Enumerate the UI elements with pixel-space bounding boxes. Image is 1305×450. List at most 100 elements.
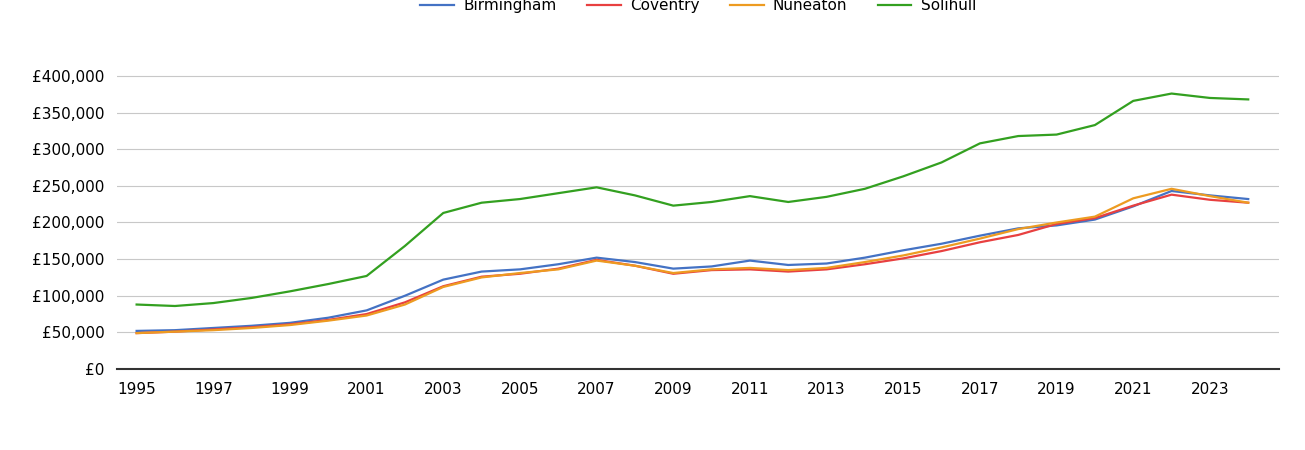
Nuneaton	[743, 265, 758, 270]
Line: Coventry: Coventry	[137, 195, 1249, 333]
Birmingham	[129, 328, 145, 333]
Nuneaton	[167, 329, 183, 334]
Coventry	[512, 271, 527, 276]
Birmingham	[1125, 204, 1141, 209]
Nuneaton	[282, 322, 298, 328]
Coventry	[167, 329, 183, 334]
Birmingham	[934, 241, 950, 247]
Nuneaton	[129, 330, 145, 336]
Nuneaton	[972, 236, 988, 241]
Nuneaton	[1125, 196, 1141, 201]
Birmingham	[282, 320, 298, 325]
Solihull	[1010, 133, 1026, 139]
Solihull	[1241, 97, 1257, 102]
Coventry	[1087, 216, 1103, 221]
Solihull	[397, 243, 412, 249]
Nuneaton	[780, 267, 796, 273]
Solihull	[1202, 95, 1218, 101]
Nuneaton	[474, 275, 489, 280]
Birmingham	[1241, 196, 1257, 202]
Solihull	[1125, 98, 1141, 104]
Nuneaton	[551, 267, 566, 272]
Coventry	[780, 269, 796, 274]
Nuneaton	[589, 258, 604, 263]
Solihull	[1049, 132, 1065, 137]
Birmingham	[1202, 193, 1218, 198]
Coventry	[436, 284, 452, 289]
Nuneaton	[703, 267, 719, 272]
Solihull	[895, 174, 911, 179]
Birmingham	[666, 266, 681, 271]
Line: Birmingham: Birmingham	[137, 191, 1249, 331]
Solihull	[934, 160, 950, 165]
Coventry	[1202, 197, 1218, 202]
Nuneaton	[1087, 214, 1103, 219]
Solihull	[205, 300, 221, 306]
Coventry	[551, 266, 566, 271]
Birmingham	[397, 293, 412, 298]
Nuneaton	[666, 270, 681, 276]
Coventry	[1049, 221, 1065, 227]
Solihull	[244, 295, 260, 301]
Nuneaton	[857, 259, 873, 265]
Solihull	[972, 141, 988, 146]
Solihull	[628, 193, 643, 198]
Coventry	[666, 271, 681, 276]
Solihull	[1164, 91, 1180, 96]
Birmingham	[1049, 223, 1065, 228]
Birmingham	[895, 248, 911, 253]
Solihull	[666, 203, 681, 208]
Birmingham	[589, 255, 604, 261]
Birmingham	[1010, 225, 1026, 231]
Birmingham	[972, 233, 988, 238]
Nuneaton	[359, 313, 375, 318]
Coventry	[1164, 192, 1180, 198]
Birmingham	[436, 277, 452, 282]
Solihull	[474, 200, 489, 205]
Birmingham	[857, 255, 873, 261]
Birmingham	[167, 328, 183, 333]
Birmingham	[743, 258, 758, 263]
Birmingham	[512, 267, 527, 272]
Coventry	[972, 239, 988, 245]
Solihull	[818, 194, 834, 199]
Solihull	[857, 186, 873, 192]
Coventry	[743, 267, 758, 272]
Coventry	[818, 267, 834, 272]
Nuneaton	[205, 328, 221, 333]
Line: Nuneaton: Nuneaton	[137, 189, 1249, 333]
Coventry	[1125, 203, 1141, 208]
Solihull	[321, 281, 337, 287]
Birmingham	[628, 259, 643, 265]
Birmingham	[321, 315, 337, 320]
Nuneaton	[244, 325, 260, 331]
Coventry	[589, 257, 604, 262]
Birmingham	[703, 264, 719, 269]
Solihull	[129, 302, 145, 307]
Coventry	[282, 322, 298, 327]
Nuneaton	[818, 265, 834, 270]
Coventry	[1010, 232, 1026, 238]
Birmingham	[1087, 217, 1103, 222]
Solihull	[436, 210, 452, 216]
Coventry	[129, 330, 145, 336]
Legend: Birmingham, Coventry, Nuneaton, Solihull: Birmingham, Coventry, Nuneaton, Solihull	[415, 0, 981, 19]
Coventry	[1241, 200, 1257, 205]
Coventry	[474, 274, 489, 279]
Nuneaton	[436, 284, 452, 290]
Solihull	[359, 273, 375, 279]
Line: Solihull: Solihull	[137, 94, 1249, 306]
Solihull	[589, 184, 604, 190]
Birmingham	[551, 261, 566, 267]
Nuneaton	[934, 245, 950, 250]
Nuneaton	[321, 318, 337, 324]
Coventry	[397, 300, 412, 305]
Birmingham	[780, 262, 796, 268]
Nuneaton	[1164, 186, 1180, 192]
Birmingham	[1164, 188, 1180, 194]
Nuneaton	[512, 270, 527, 276]
Coventry	[857, 261, 873, 267]
Solihull	[1087, 122, 1103, 128]
Coventry	[205, 327, 221, 332]
Solihull	[551, 190, 566, 196]
